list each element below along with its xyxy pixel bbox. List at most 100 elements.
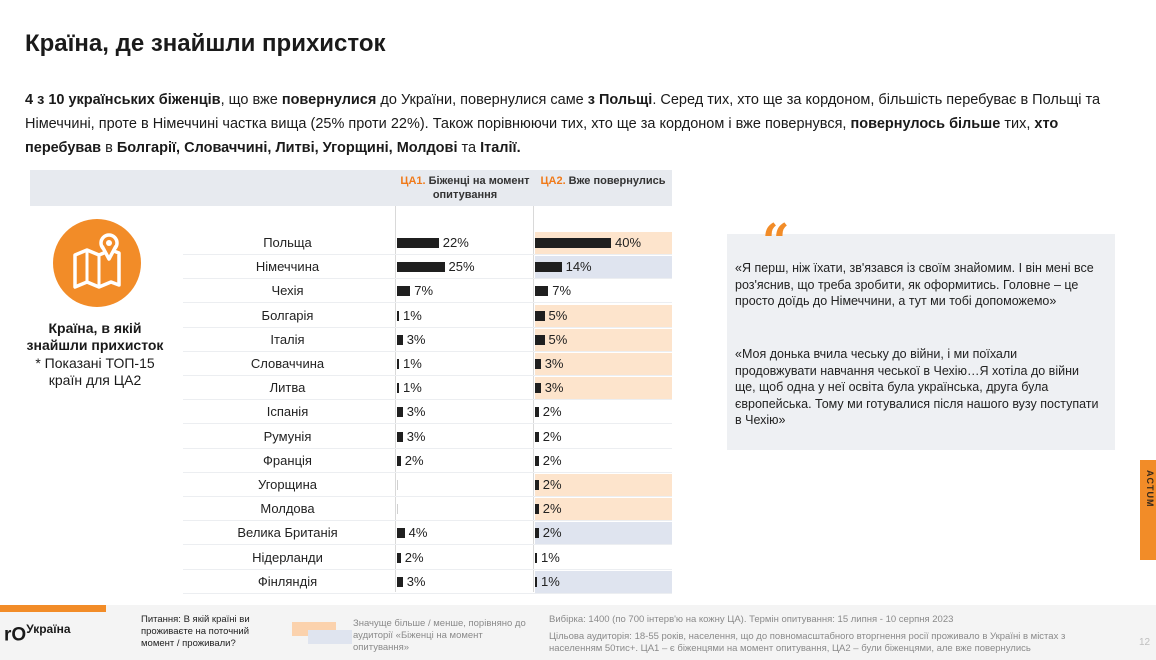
column-header-ca2: ЦА2. Вже повернулись [540,175,666,187]
value-label-ca2: 2% [542,404,562,420]
value-label-ca1: 7% [414,283,434,299]
country-label: Молдова [260,501,315,517]
significance-highlight-more [535,353,672,375]
value-label-ca2: 2% [542,525,562,541]
value-label-ca1: 2% [404,549,424,565]
page-number: 12 [1139,637,1151,648]
footer-question: Питання: В якій країні ви проживаєте на … [141,614,250,649]
table-row: Чехія 7% 7% [183,279,672,304]
bar-ca1 [397,552,401,563]
bar-ca2 [535,504,539,515]
country-label: Франція [263,452,312,468]
value-label-ca2: 2% [542,452,562,468]
value-label-ca1: 4% [408,525,428,541]
intro-segment: . Серед тих, хто ще за кордоном, більшіс… [25,92,1101,132]
table-row: Польща 22% 40% [183,231,672,255]
bar-ca1 [397,334,403,345]
intro-segment: Болгарії, Словаччині, Литві, Угорщині, М… [116,140,458,156]
chart-side-note: * Показані ТОП-15 країн для ЦА2 [35,355,155,388]
bar-ca2 [535,480,539,490]
country-label: Словаччина [250,356,325,371]
country-label: Іспанія [266,404,309,420]
bar-ca2 [535,431,539,442]
significance-highlight-less [535,522,672,545]
bar-ca2 [535,334,545,345]
table-row: Словаччина 1% 3% [183,352,672,376]
country-label: Німеччина [255,259,320,275]
logo: rOУкраїна [4,622,71,646]
table-header [30,170,672,206]
significance-highlight-more [535,498,672,521]
country-label: Румунія [263,428,312,444]
bar-ca1 [397,359,399,369]
value-label-ca1: 2% [404,452,424,468]
bar-ca1 [397,576,403,587]
intro-segment: до України, повернулися саме [376,92,588,108]
bar-ca1 [397,431,403,442]
table-row: Литва 1% 3% [183,376,672,401]
bar-ca2 [535,552,537,563]
table-row: Нідерланди 2% 1% [183,546,672,570]
value-label-ca2: 14% [565,259,592,275]
bar-ca1 [397,455,401,466]
value-label-ca1: 3% [406,573,426,589]
quote-1: «Я перш, ніж їхати, зв'язався із своїм з… [735,261,1094,308]
bar-ca2 [535,238,611,248]
significance-highlight-more [535,304,672,327]
quote-icon: “ [762,214,790,270]
column-header-ca1: ЦА1. Біженці на момент опитування [400,175,530,201]
table-row: Італія 3% 5% [183,328,672,352]
map-pin-icon [53,219,141,307]
intro-segment: тих, [1000,116,1035,132]
table-row: Велика Британія 4% 2% [183,521,672,546]
value-label-ca2: 40% [615,235,642,250]
value-label-ca1: 3% [406,331,426,347]
bar-ca1 [397,528,405,539]
value-label-ca2: 5% [548,331,568,347]
quote-2: «Моя донька вчила чеську до війни, і ми … [735,347,1099,427]
bar-ca2 [535,576,537,587]
significance-highlight-more [535,328,672,351]
significance-highlight-more [535,377,672,400]
table-row: Румунія 3% 2% [183,425,672,449]
country-label: Фінляндія [257,573,318,589]
quote-box [727,234,1115,450]
value-label-ca2: 7% [552,283,572,299]
intro-text: 4 з 10 українських біженців, що вже пове… [25,88,1105,160]
country-label: Литва [269,380,306,396]
intro-segment: та [457,140,481,156]
column-divider [395,206,396,592]
table-row: Німеччина 25% 14% [183,255,672,280]
bar-ca2 [535,383,541,394]
country-label: Нідерланди [252,549,323,565]
bar-ca1 [397,238,439,248]
value-label-ca1: 3% [406,428,426,444]
value-label-ca2: 1% [541,549,560,565]
bar-ca2 [535,286,549,297]
country-label: Велика Британія [237,525,338,541]
value-label-ca2: 3% [544,380,564,396]
bar-ca2 [535,528,539,539]
bar-ca2 [535,310,545,321]
table-row: Угорщина 2% [183,473,672,497]
significance-highlight-more [535,474,672,496]
value-label-ca1: 1% [403,380,422,396]
value-label-ca1: 3% [406,404,426,420]
footer-audience: Цільова аудиторія: 18-55 років, населенн… [549,631,1066,654]
table-row: Молдова 2% [183,497,672,522]
bar-ca1 [397,262,445,273]
intro-segment: , що вже [220,92,282,108]
bar-ca1 [397,286,411,297]
value-label-ca1: 1% [403,307,422,323]
chart-side-label: Країна, в якій знайшли прихисток [26,320,164,353]
footer-accent-bar [0,605,106,612]
intro-segment: в [101,140,117,156]
value-label-ca1: 1% [403,356,422,371]
table-row: Іспанія 3% 2% [183,400,672,425]
footer [0,605,1156,660]
side-tab [1140,460,1156,560]
page-title: Країна, де знайшли прихисток [25,30,386,57]
intro-segment: повернулися [281,92,377,108]
bar-ca1 [397,480,398,490]
value-label-ca2: 5% [548,307,568,323]
